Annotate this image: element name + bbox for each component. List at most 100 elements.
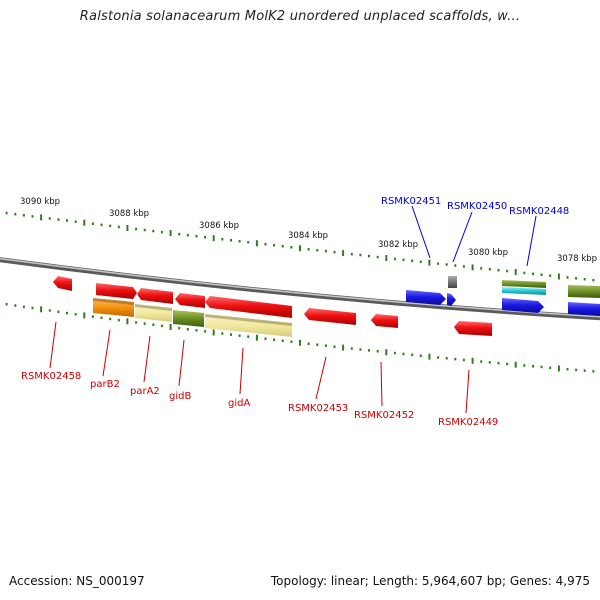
- scale-tick-minor: [307, 342, 310, 345]
- scale-tick-minor: [497, 268, 500, 272]
- scale-tick-minor: [230, 239, 232, 242]
- gene-category-bar: [205, 314, 292, 326]
- scale-labels: 3090 kbp 3088 kbp 3086 kbp 3084 kbp 3082…: [20, 197, 597, 264]
- gene-arrow[interactable]: [205, 296, 292, 318]
- scale-tick-minor: [454, 357, 457, 361]
- scale-tick-major: [83, 312, 86, 319]
- gene-arrow[interactable]: [304, 308, 356, 325]
- gene-label[interactable]: RSMK02449: [438, 417, 498, 428]
- scale-tick-minor: [419, 354, 422, 357]
- scale-tick-minor: [419, 260, 422, 263]
- scale-tick-major: [126, 318, 129, 325]
- scale-ticks-lower: [5, 303, 595, 373]
- scale-tick-minor: [566, 367, 569, 371]
- gene-arrow[interactable]: [96, 283, 137, 299]
- scale-tick-minor: [178, 232, 181, 236]
- gene-arrow[interactable]: [371, 314, 398, 328]
- scale-tick-major: [557, 365, 560, 372]
- gene-arrow[interactable]: [568, 302, 600, 316]
- scale-tick-minor: [359, 348, 362, 351]
- scale-tick-major: [342, 344, 345, 351]
- scale-tick-major: [40, 214, 43, 221]
- gene-arrow[interactable]: [137, 288, 173, 304]
- gene-label[interactable]: RSMK02453: [288, 403, 348, 414]
- scale-tick-minor: [117, 318, 120, 322]
- scale-tick-minor: [523, 271, 526, 275]
- scale-tick-minor: [393, 351, 396, 355]
- gene-arrow[interactable]: [502, 298, 544, 313]
- gene-label[interactable]: gidA: [228, 398, 250, 409]
- scale-tick-minor: [411, 353, 414, 357]
- scale-tick-minor: [264, 243, 267, 246]
- scale-tick-minor: [221, 332, 224, 335]
- scale-tick-minor: [523, 364, 526, 367]
- scale-tick-major: [40, 306, 43, 313]
- scale-tick-major: [299, 245, 301, 252]
- scale-tick-minor: [575, 368, 578, 372]
- scale-tick-major: [342, 250, 345, 257]
- scale-tick-minor: [160, 230, 163, 234]
- scale-tick-minor: [48, 217, 51, 220]
- scale-label: 3082 kbp: [378, 240, 418, 250]
- scale-tick-minor: [549, 366, 552, 369]
- scale-tick-minor: [230, 333, 232, 336]
- scale-tick-minor: [411, 259, 414, 263]
- scale-tick-major: [514, 269, 517, 275]
- scale-tick-minor: [91, 315, 94, 318]
- gene-label[interactable]: RSMK02451: [381, 196, 441, 207]
- scale-tick-minor: [143, 322, 146, 325]
- gene-label[interactable]: RSMK02458: [21, 371, 81, 382]
- scale-tick-major: [212, 329, 215, 336]
- scale-tick-minor: [273, 244, 276, 247]
- scale-tick-minor: [195, 329, 198, 332]
- gene-label[interactable]: RSMK02450: [447, 201, 507, 212]
- gene-category-bar: [568, 285, 600, 298]
- scale-tick-minor: [135, 321, 138, 324]
- scale-tick-minor: [57, 218, 60, 221]
- scale-tick-minor: [462, 358, 465, 362]
- gene-labels-top: RSMK02451 RSMK02450 RSMK02448: [381, 196, 569, 217]
- scale-tick-minor: [350, 347, 353, 350]
- scale-tick-minor: [480, 360, 483, 363]
- scale-tick-minor: [143, 228, 146, 232]
- gene-label[interactable]: parB2: [90, 379, 120, 390]
- gene-arrow[interactable]: [175, 293, 205, 308]
- scale-tick-minor: [592, 370, 595, 373]
- gene-features[interactable]: [53, 276, 600, 337]
- gene-label[interactable]: RSMK02452: [354, 410, 414, 421]
- scale-tick-minor: [566, 276, 569, 279]
- gene-category-bar: [502, 287, 546, 295]
- gene-label[interactable]: gidB: [169, 391, 191, 402]
- gene-labels-bottom: RSMK02458 parB2 parA2 gidB gidA RSMK0245…: [21, 371, 498, 428]
- scale-tick-minor: [402, 258, 405, 262]
- gene-arrow[interactable]: [447, 293, 456, 306]
- gene-arrow[interactable]: [406, 290, 446, 305]
- map-title: Ralstonia solanacearum MolK2 unordered u…: [79, 9, 521, 24]
- scale-tick-minor: [91, 222, 94, 225]
- scale-tick-minor: [316, 343, 319, 346]
- scale-tick-minor: [445, 263, 448, 266]
- scale-tick-minor: [583, 278, 586, 281]
- gene-arrow[interactable]: [53, 276, 72, 291]
- scale-tick-major: [557, 273, 560, 280]
- scale-tick-minor: [376, 255, 379, 259]
- scale-tick-minor: [160, 324, 163, 328]
- gene-category-bar: [173, 310, 204, 327]
- scale-tick-minor: [31, 306, 34, 310]
- scale-tick-minor: [281, 245, 284, 248]
- scale-tick-minor: [100, 316, 103, 320]
- scale-tick-minor: [454, 264, 457, 267]
- scale-tick-minor: [324, 344, 327, 347]
- scale-label: 3080 kbp: [468, 248, 508, 258]
- scale-tick-minor: [117, 225, 120, 229]
- scale-tick-minor: [290, 340, 293, 343]
- gene-box[interactable]: [448, 276, 457, 288]
- scale-tick-minor: [5, 303, 8, 306]
- scale-tick-minor: [368, 254, 370, 258]
- gene-arrow[interactable]: [454, 321, 492, 336]
- scale-tick-minor: [152, 229, 155, 233]
- gene-label[interactable]: parA2: [130, 386, 160, 397]
- gene-label[interactable]: RSMK02448: [509, 206, 569, 217]
- scale-tick-major: [83, 219, 86, 226]
